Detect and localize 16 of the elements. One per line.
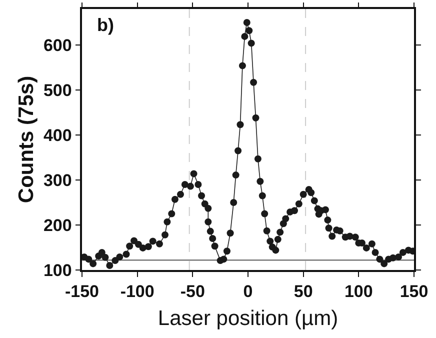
x-tick-label: 150 — [400, 282, 428, 302]
x-axis-title: Laser position (µm) — [158, 306, 338, 330]
y-tick-label: 600 — [43, 36, 72, 55]
x-tick-label: -150 — [64, 282, 100, 302]
y-tick-label: 400 — [43, 126, 72, 145]
x-tick-label: 50 — [294, 282, 313, 302]
annotation: b) — [97, 15, 114, 35]
x-tick-label: 0 — [243, 282, 253, 302]
y-tick-label: 100 — [43, 260, 72, 280]
y-tick-label: 300 — [43, 170, 72, 190]
x-tick-label: -100 — [120, 282, 154, 302]
y-tick-label: 200 — [43, 216, 72, 235]
x-tick-label: -50 — [180, 282, 205, 302]
y-tick-label: 500 — [43, 80, 72, 100]
y-axis-title: Counts (75s) — [15, 76, 38, 204]
x-tick-label: 100 — [344, 282, 373, 302]
